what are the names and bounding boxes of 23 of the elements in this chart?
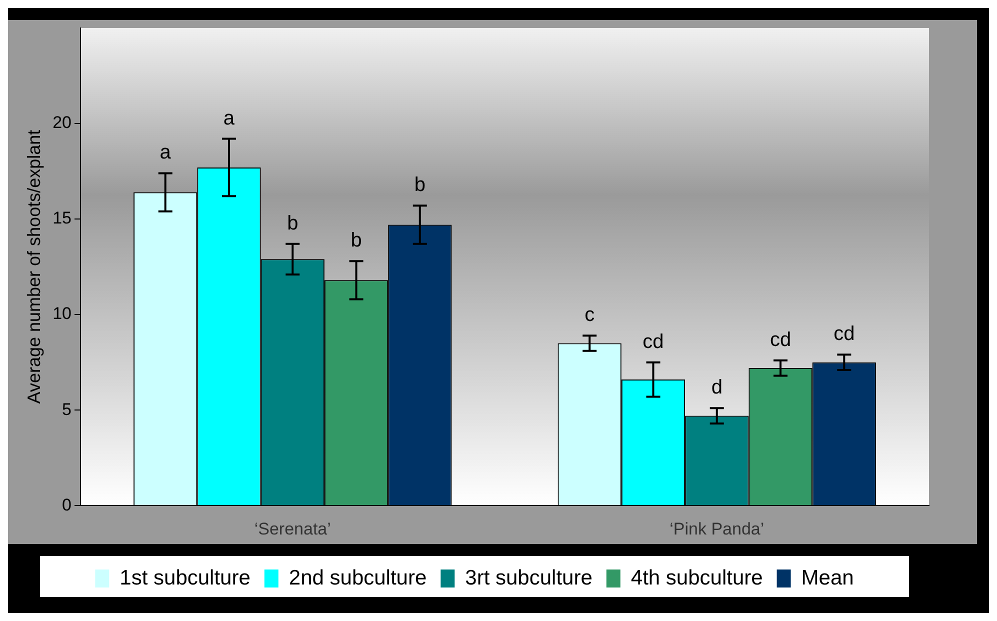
data-label: c xyxy=(584,304,595,326)
data-label: b xyxy=(287,212,298,234)
y-tick-label: 20 xyxy=(52,113,72,132)
y-tick-label: 15 xyxy=(52,208,72,228)
legend-label: 3rt subculture xyxy=(465,566,592,590)
legend-label: 1st subculture xyxy=(120,566,250,590)
legend-label: 4th subculture xyxy=(630,566,763,590)
y-axis-title: Average number of shoots/explant xyxy=(24,130,44,404)
legend-label: 2nd subculture xyxy=(288,566,427,590)
data-label: cd xyxy=(770,328,792,351)
data-label: cd xyxy=(834,323,855,346)
x-tick-label: ‘Pink Panda’ xyxy=(670,519,764,538)
data-label: b xyxy=(350,230,362,252)
data-label: a xyxy=(160,142,172,164)
data-label: a xyxy=(223,107,236,130)
data-label: b xyxy=(414,174,426,196)
legend-label: Mean xyxy=(801,566,854,590)
data-label: cd xyxy=(642,330,664,353)
data-label: d xyxy=(711,376,722,399)
y-tick-label: 5 xyxy=(62,400,72,419)
y-tick-label: 0 xyxy=(62,495,72,514)
x-tick-label: ‘Serenata’ xyxy=(254,519,331,538)
y-tick-label: 10 xyxy=(52,304,72,324)
